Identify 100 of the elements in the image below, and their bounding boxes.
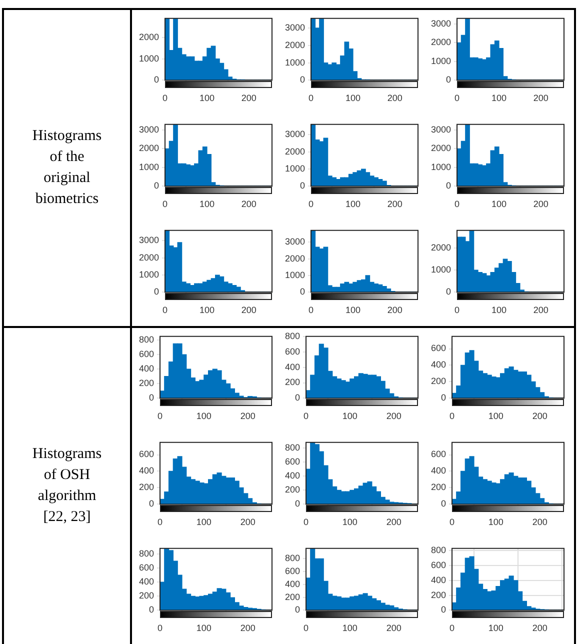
- x-tick-label: 100: [345, 305, 360, 316]
- y-tick-label: 3000: [284, 129, 306, 140]
- y-tick-label: 200: [138, 482, 154, 492]
- y-tick-label: 2000: [138, 143, 160, 154]
- y-tick-label: 1000: [138, 162, 160, 172]
- y-tick-label: 600: [138, 449, 154, 460]
- y-tick-label: 3000: [430, 124, 452, 135]
- y-tick-label: 0: [295, 392, 300, 403]
- y-tick-label: 1000: [430, 56, 452, 66]
- x-tick-label: 200: [240, 623, 256, 634]
- y-tick-label: 2000: [430, 143, 452, 154]
- x-tick-label: 0: [308, 93, 314, 104]
- y-tick-label: 0: [295, 604, 300, 615]
- x-tick-label: 100: [491, 199, 506, 210]
- y-tick-label: 800: [284, 553, 300, 564]
- y-tick-label: 800: [138, 548, 154, 559]
- y-tick-label: 600: [430, 343, 446, 354]
- y-tick-label: 0: [154, 74, 160, 85]
- y-tick-label: 600: [284, 456, 300, 467]
- x-tick-label: 200: [532, 517, 548, 528]
- x-tick-label: 0: [162, 93, 168, 104]
- y-tick-label: 0: [441, 604, 446, 615]
- y-tick-label: 0: [446, 286, 452, 297]
- y-tick-label: 200: [430, 482, 446, 492]
- y-tick-label: 0: [149, 498, 154, 509]
- x-tick-label: 100: [196, 517, 212, 528]
- y-tick-label: 3000: [138, 124, 160, 135]
- x-tick-label: 0: [454, 93, 460, 104]
- x-tick-label: 100: [491, 305, 506, 316]
- x-tick-label: 100: [488, 623, 504, 634]
- y-tick-label: 2000: [430, 242, 452, 253]
- x-tick-label: 100: [488, 411, 504, 422]
- x-tick-label: 200: [386, 623, 402, 634]
- x-tick-label: 200: [241, 199, 256, 210]
- x-tick-label: 200: [386, 517, 402, 528]
- x-tick-label: 200: [241, 93, 256, 104]
- y-tick-label: 2000: [430, 37, 452, 48]
- x-tick-label: 200: [532, 411, 548, 422]
- y-tick-label: 400: [138, 364, 154, 374]
- y-tick-label: 3000: [430, 18, 452, 29]
- y-tick-label: 200: [284, 484, 300, 495]
- y-tick-label: 2000: [138, 252, 160, 262]
- x-tick-label: 0: [454, 199, 460, 210]
- x-tick-label: 200: [533, 93, 548, 104]
- x-tick-label: 100: [199, 305, 214, 316]
- y-tick-label: 800: [430, 545, 446, 556]
- y-tick-label: 600: [138, 562, 154, 573]
- y-tick-label: 2000: [284, 40, 306, 50]
- x-tick-label: 100: [342, 411, 358, 422]
- x-tick-label: 100: [345, 199, 360, 210]
- y-tick-label: 0: [149, 604, 154, 615]
- y-tick-label: 800: [138, 334, 154, 345]
- x-tick-label: 0: [308, 305, 314, 316]
- y-tick-label: 0: [300, 180, 306, 191]
- text: Histograms of the original biometrics: [31, 127, 103, 209]
- x-tick-label: 0: [454, 305, 460, 316]
- y-tick-label: 3000: [138, 235, 160, 246]
- y-tick-label: 400: [284, 362, 300, 372]
- y-tick-label: 1000: [284, 57, 306, 68]
- x-tick-label: 100: [488, 517, 504, 528]
- y-tick-label: 400: [284, 578, 300, 589]
- y-tick-label: 400: [138, 576, 154, 587]
- text: Histograms of OSH algorithm [22, 23]: [31, 445, 103, 527]
- y-tick-label: 400: [284, 470, 300, 481]
- y-tick-label: 0: [300, 286, 306, 297]
- y-tick-label: 1000: [430, 162, 452, 172]
- y-tick-label: 200: [284, 377, 300, 388]
- y-tick-label: 1000: [430, 264, 452, 275]
- y-tick-label: 2000: [138, 32, 160, 42]
- y-tick-label: 2000: [284, 146, 306, 156]
- y-tick-label: 800: [284, 442, 300, 453]
- x-tick-label: 100: [342, 623, 358, 634]
- y-tick-label: 400: [430, 360, 446, 370]
- x-tick-label: 200: [533, 305, 548, 316]
- y-tick-label: 1000: [284, 270, 306, 280]
- y-tick-label: 800: [284, 330, 300, 341]
- y-tick-label: 0: [441, 498, 446, 509]
- y-tick-label: 1000: [284, 164, 306, 174]
- x-tick-label: 100: [196, 411, 212, 422]
- y-tick-label: 400: [430, 574, 446, 585]
- y-tick-label: 600: [284, 346, 300, 356]
- x-tick-label: 200: [387, 93, 402, 104]
- y-tick-label: 0: [295, 498, 300, 509]
- x-tick-label: 200: [240, 517, 256, 528]
- x-tick-label: 200: [532, 623, 548, 634]
- x-tick-label: 100: [199, 93, 214, 104]
- y-tick-label: 0: [154, 180, 160, 191]
- y-tick-label: 400: [430, 466, 446, 476]
- y-tick-label: 200: [430, 590, 446, 600]
- y-tick-label: 600: [430, 560, 446, 570]
- y-tick-label: 0: [154, 286, 160, 297]
- y-tick-label: 200: [430, 376, 446, 386]
- x-tick-label: 100: [196, 623, 212, 634]
- y-tick-label: 200: [138, 378, 154, 388]
- x-tick-label: 0: [162, 199, 168, 210]
- y-tick-label: 0: [446, 74, 452, 85]
- y-tick-label: 600: [284, 566, 300, 576]
- y-tick-label: 1000: [138, 53, 160, 64]
- y-tick-label: 200: [138, 590, 154, 601]
- y-tick-label: 0: [446, 180, 452, 191]
